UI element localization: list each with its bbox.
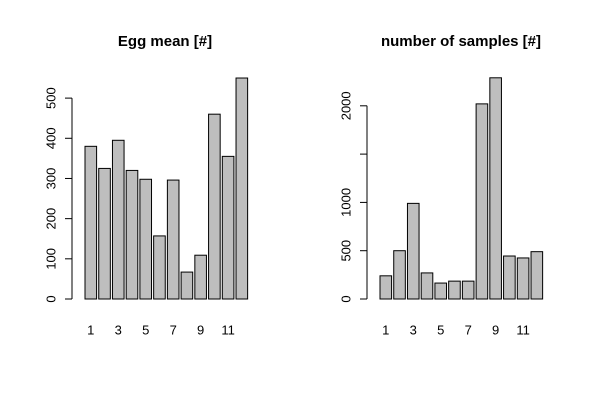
y-tick-label: 500 — [338, 240, 353, 262]
bar — [475, 103, 489, 300]
bar — [208, 113, 221, 300]
y-tick-label: 100 — [43, 248, 58, 270]
bar — [393, 250, 406, 300]
x-tick-label: 11 — [221, 322, 235, 337]
bar — [448, 280, 461, 300]
x-tick-label: 5 — [437, 322, 444, 337]
bar — [166, 179, 180, 300]
bar — [235, 77, 249, 300]
x-tick-label: 5 — [142, 322, 149, 337]
x-tick-label: 3 — [115, 322, 122, 337]
x-tick-label: 11 — [516, 322, 530, 337]
bar — [530, 251, 544, 300]
bar — [153, 235, 166, 300]
x-tick-label: 7 — [465, 322, 472, 337]
bar — [461, 280, 475, 300]
x-tick-label: 1 — [87, 322, 94, 337]
bar — [194, 254, 207, 300]
x-tick-label: 7 — [170, 322, 177, 337]
bar — [489, 77, 502, 300]
chart-title: number of samples [#] — [381, 33, 541, 50]
y-tick-label: 0 — [43, 295, 58, 302]
bar — [516, 257, 530, 300]
y-tick-label: 1000 — [338, 188, 353, 217]
y-tick-label: 300 — [43, 168, 58, 190]
bar — [406, 202, 420, 300]
y-tick-label: 200 — [43, 208, 58, 230]
y-tick-label: 500 — [43, 87, 58, 109]
bar — [125, 169, 139, 300]
chart-title: Egg mean [#] — [118, 33, 212, 50]
bar — [98, 167, 111, 300]
bar — [139, 178, 153, 300]
bar — [434, 282, 448, 300]
y-tick-label: 2000 — [338, 91, 353, 120]
bar — [420, 272, 434, 300]
x-tick-label: 9 — [197, 322, 204, 337]
bar — [221, 155, 235, 300]
x-tick-label: 3 — [410, 322, 417, 337]
bar — [180, 271, 194, 300]
x-tick-label: 1 — [382, 322, 389, 337]
y-tick-label: 400 — [43, 127, 58, 149]
bar — [111, 139, 125, 300]
bar — [503, 255, 516, 300]
x-tick-label: 9 — [492, 322, 499, 337]
bar — [379, 275, 393, 300]
y-tick-label: 0 — [338, 295, 353, 302]
bar — [84, 145, 98, 300]
